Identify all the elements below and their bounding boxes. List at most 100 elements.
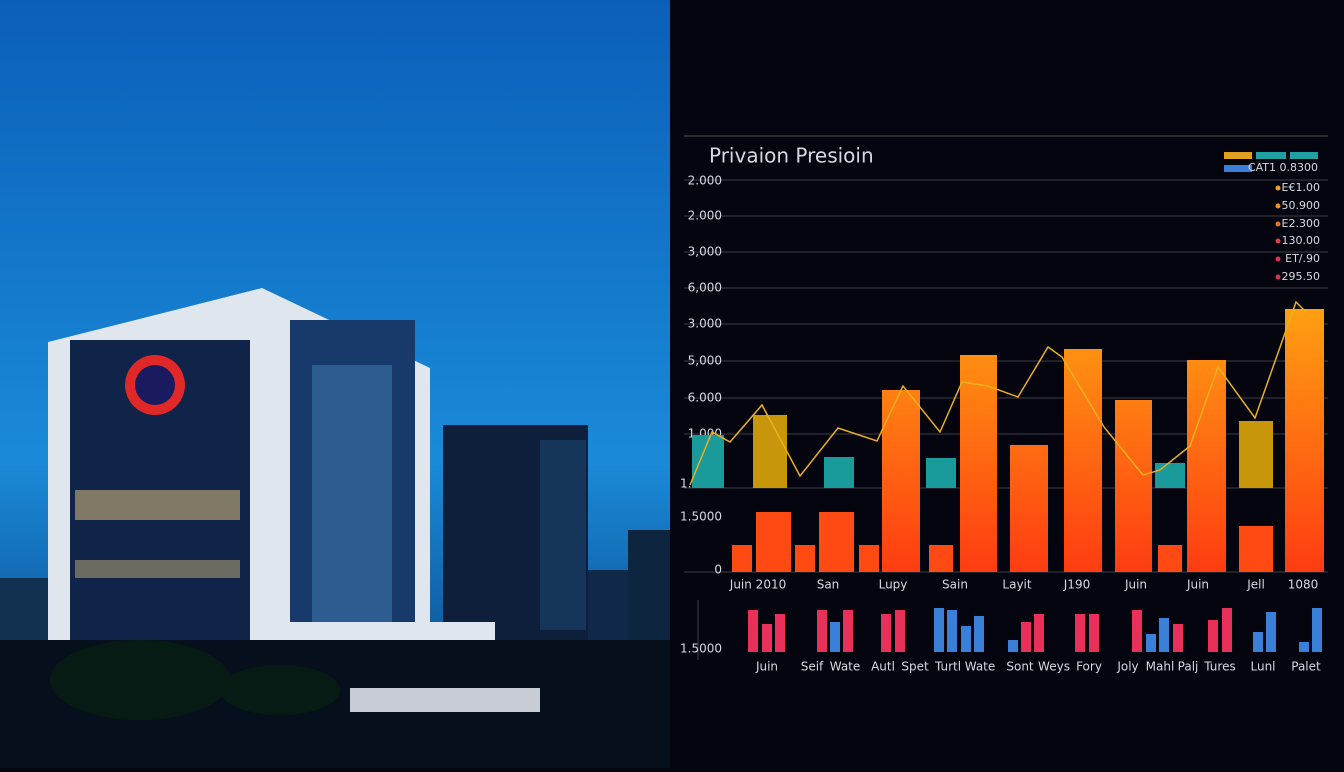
axis-label: 3,000 bbox=[688, 245, 722, 259]
bar bbox=[1008, 640, 1018, 652]
bar bbox=[795, 545, 815, 572]
swatch bbox=[1256, 152, 1286, 159]
bottom-label: Autl bbox=[871, 660, 895, 674]
legend-dot bbox=[1275, 238, 1281, 244]
axis-label: 5,000 bbox=[688, 354, 722, 368]
bar bbox=[1222, 608, 1232, 652]
chart-title: Privaion Presioin bbox=[709, 144, 874, 168]
legend-dot bbox=[1275, 185, 1281, 191]
bottom-label: Joly bbox=[1116, 660, 1138, 674]
bar bbox=[1089, 614, 1099, 652]
bar bbox=[824, 457, 854, 488]
logo-center bbox=[135, 365, 175, 405]
bottom-label: Palj bbox=[1178, 660, 1199, 674]
axis-label: 2.000 bbox=[688, 209, 722, 223]
legend-dot bbox=[1275, 203, 1281, 209]
legend-header: CAT1 0.8300 bbox=[1248, 161, 1318, 174]
legend-entry: 295.50 bbox=[1282, 270, 1321, 283]
bar bbox=[881, 614, 891, 652]
chart-panel: Privaion Presioin CAT1 0.8300 E€1.00 50.… bbox=[680, 135, 1328, 674]
bar bbox=[843, 610, 853, 652]
bottom-label: Lunl bbox=[1250, 660, 1275, 674]
bottom-label: Mahl bbox=[1146, 660, 1175, 674]
bottom-label: Wate bbox=[830, 660, 861, 674]
bar bbox=[1132, 610, 1142, 652]
bar bbox=[817, 610, 827, 652]
bar bbox=[692, 435, 724, 488]
bottom-label: Turtl bbox=[934, 660, 961, 674]
legend: CAT1 0.8300 E€1.00 50.900 E2.300 130.00 … bbox=[1224, 152, 1320, 283]
bottom-label: Sont bbox=[1006, 660, 1034, 674]
bar bbox=[1173, 624, 1183, 652]
category-label: San bbox=[817, 578, 840, 592]
category-label: Jell bbox=[1246, 578, 1265, 592]
bar bbox=[762, 624, 772, 652]
axis-label: 6.000 bbox=[688, 391, 722, 405]
bar bbox=[753, 415, 787, 488]
bar bbox=[1075, 614, 1085, 652]
building bbox=[588, 570, 628, 640]
bottom-label: Weys bbox=[1038, 660, 1070, 674]
fence bbox=[350, 688, 540, 712]
swatch bbox=[1224, 152, 1252, 159]
bar bbox=[1187, 360, 1226, 572]
categories: Juin 2010 San Lupy Sain Layit J190 Juin … bbox=[729, 578, 1318, 592]
category-label: Juin 2010 bbox=[729, 578, 786, 592]
bar bbox=[974, 616, 984, 652]
building bbox=[628, 530, 670, 640]
legend-entry: ET/.90 bbox=[1285, 252, 1320, 265]
bar bbox=[882, 390, 920, 572]
bottom-bars bbox=[748, 608, 1322, 652]
bar bbox=[1239, 526, 1273, 572]
bottom-label: Tures bbox=[1203, 660, 1235, 674]
bar bbox=[1146, 634, 1156, 652]
bottom-labels: Juin Seif Wate Autl Spet Turtl Wate Sont… bbox=[755, 660, 1321, 674]
bar bbox=[1253, 632, 1263, 652]
axis-label: 6,000 bbox=[688, 281, 722, 295]
bar bbox=[1064, 349, 1102, 572]
bar bbox=[926, 458, 956, 488]
bottom-label: Spet bbox=[901, 660, 929, 674]
bar bbox=[1115, 400, 1152, 572]
bar bbox=[748, 610, 758, 652]
bar bbox=[1208, 620, 1218, 652]
category-label: J190 bbox=[1063, 578, 1090, 592]
bar bbox=[732, 545, 752, 572]
bar bbox=[1285, 309, 1324, 572]
bar bbox=[1312, 608, 1322, 652]
building-windows bbox=[540, 440, 586, 630]
bar bbox=[929, 545, 953, 572]
bottom-label: Fory bbox=[1076, 660, 1102, 674]
bottom-label: Seif bbox=[801, 660, 824, 674]
axis-label: 0 bbox=[714, 563, 722, 577]
legend-entry: 50.900 bbox=[1282, 199, 1321, 212]
window-band bbox=[75, 560, 240, 578]
legend-entry: 130.00 bbox=[1282, 234, 1321, 247]
legend-entry: E2.300 bbox=[1282, 217, 1320, 230]
axis-labels: 2.000 2.000 3,000 6,000 3.000 5,000 6.00… bbox=[680, 174, 722, 656]
trees bbox=[220, 665, 340, 715]
bar bbox=[1034, 614, 1044, 652]
bar bbox=[1239, 421, 1273, 488]
category-label: Juin bbox=[1124, 578, 1147, 592]
bar bbox=[775, 614, 785, 652]
swatch bbox=[1290, 152, 1318, 159]
bar bbox=[1159, 618, 1169, 652]
bar bbox=[1158, 545, 1182, 572]
axis-label: 1.5000 bbox=[680, 510, 722, 524]
bar bbox=[1010, 445, 1048, 572]
legend-dot bbox=[1275, 274, 1281, 280]
bar bbox=[895, 610, 905, 652]
legend-dot bbox=[1275, 256, 1281, 262]
axis-label: 3.000 bbox=[688, 317, 722, 331]
category-label: Lupy bbox=[879, 578, 908, 592]
bar bbox=[1021, 622, 1031, 652]
axis-label: 1.5000 bbox=[680, 642, 722, 656]
bar bbox=[859, 545, 879, 572]
bar bbox=[1299, 642, 1309, 652]
bottom-label: Palet bbox=[1291, 660, 1321, 674]
category-label: Layit bbox=[1002, 578, 1031, 592]
window-band bbox=[75, 490, 240, 520]
